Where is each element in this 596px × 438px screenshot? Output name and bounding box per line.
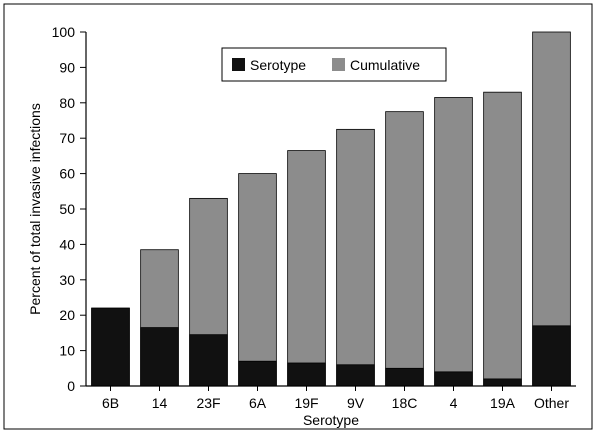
bar-serotype	[189, 334, 228, 387]
bar-cumulative	[434, 97, 473, 387]
y-tick-label: 90	[59, 59, 75, 75]
bar-cumulative	[483, 91, 522, 387]
y-tick-label: 0	[67, 378, 75, 394]
bar-serotype	[287, 362, 326, 387]
x-tick-label: 4	[450, 395, 458, 411]
y-tick-label: 40	[59, 236, 75, 252]
y-tick-label: 50	[59, 201, 75, 217]
bar-serotype	[336, 364, 375, 387]
bar-serotype	[434, 371, 473, 387]
bar-serotype	[483, 378, 522, 387]
x-tick-label: 18C	[392, 395, 418, 411]
legend: Serotype Cumulative	[221, 47, 447, 82]
bar-serotype	[140, 327, 179, 387]
x-tick-label: 19F	[294, 395, 318, 411]
bar-serotype	[385, 367, 424, 387]
x-tick-label: 23F	[196, 395, 220, 411]
bar-cumulative	[238, 173, 277, 387]
y-axis-title: Percent of total invasive infections	[27, 103, 43, 315]
bar-serotype	[91, 307, 130, 387]
legend-label-cumulative: Cumulative	[350, 57, 420, 73]
x-tick-label: 19A	[490, 395, 516, 411]
y-tick-label: 10	[59, 343, 75, 359]
y-tick-label: 20	[59, 307, 75, 323]
legend-label-serotype: Serotype	[250, 57, 306, 73]
legend-swatch-serotype	[232, 58, 245, 71]
x-tick-label: 6A	[249, 395, 267, 411]
x-tick-label: 6B	[102, 395, 119, 411]
y-tick-label: 30	[59, 272, 75, 288]
y-tick-label: 100	[52, 24, 76, 40]
x-axis-title: Serotype	[303, 412, 359, 428]
x-tick-label: 14	[152, 395, 168, 411]
y-tick-label: 70	[59, 130, 75, 146]
x-tick-label: 9V	[347, 395, 365, 411]
bar-cumulative	[336, 128, 375, 387]
y-tick-label: 60	[59, 166, 75, 182]
bar-cumulative	[385, 111, 424, 387]
x-tick-label: Other	[534, 395, 569, 411]
bar-serotype	[238, 360, 277, 387]
y-tick-label: 80	[59, 95, 75, 111]
legend-swatch-cumulative	[332, 58, 345, 71]
bar-cumulative	[287, 150, 326, 387]
bar-serotype	[532, 325, 571, 387]
